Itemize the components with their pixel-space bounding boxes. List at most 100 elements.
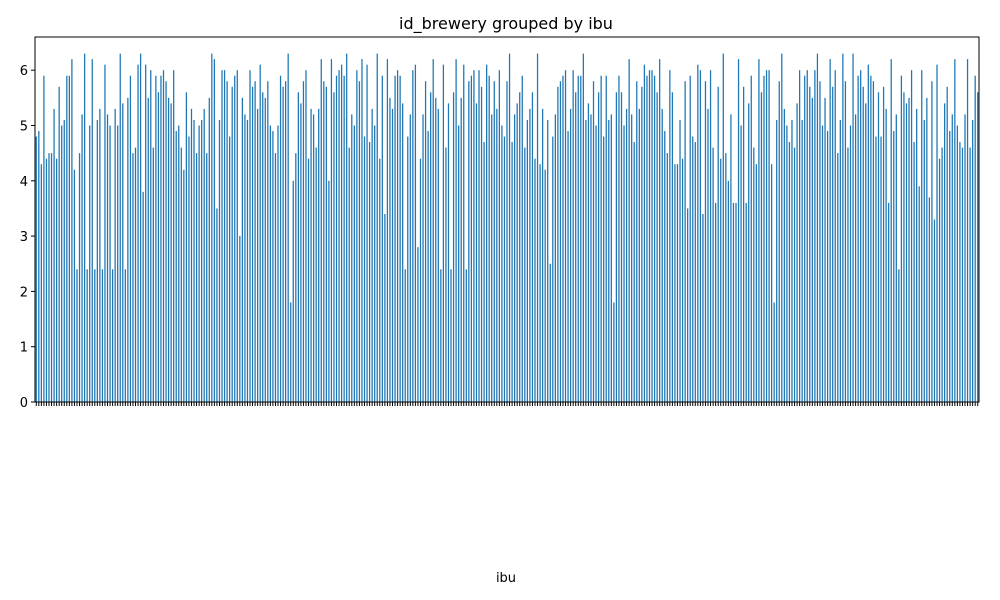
bar	[801, 119, 803, 403]
bar	[399, 75, 401, 402]
bar	[872, 81, 875, 402]
bar	[712, 147, 714, 402]
bar	[809, 86, 811, 402]
bar	[559, 81, 562, 402]
bar	[89, 125, 91, 402]
bar	[938, 158, 941, 402]
bar	[216, 208, 218, 402]
bar	[905, 103, 908, 402]
bar	[969, 147, 971, 402]
bar	[564, 70, 567, 402]
bar	[55, 158, 58, 402]
bar	[478, 70, 480, 402]
bar	[926, 97, 928, 402]
bar	[936, 64, 938, 402]
bar	[427, 131, 429, 403]
bar	[610, 114, 612, 402]
plot-frame	[34, 36, 980, 403]
bar	[455, 59, 457, 402]
bar	[328, 180, 330, 402]
bar	[463, 64, 465, 402]
bar	[669, 70, 671, 402]
bar	[340, 64, 343, 402]
bar	[798, 70, 801, 402]
bar	[91, 59, 93, 402]
bar	[641, 86, 643, 402]
bar	[717, 86, 719, 402]
bar	[526, 119, 528, 403]
bar	[132, 153, 134, 402]
bar	[715, 202, 717, 402]
bar	[221, 70, 223, 402]
bar	[134, 147, 137, 402]
bar	[908, 97, 910, 402]
bar	[424, 81, 427, 402]
bar	[806, 70, 808, 402]
bar	[193, 119, 195, 403]
bar	[318, 108, 320, 403]
bar	[338, 70, 340, 402]
bar	[450, 269, 452, 402]
bar	[656, 92, 658, 402]
bar	[949, 131, 951, 403]
bar	[954, 59, 956, 402]
bar	[430, 92, 432, 402]
bar	[139, 53, 142, 402]
bar	[659, 59, 661, 402]
bar	[704, 81, 707, 402]
bar	[893, 131, 895, 403]
bar	[111, 269, 114, 402]
bar	[895, 114, 897, 402]
bar	[361, 59, 363, 402]
bar	[491, 114, 493, 402]
bar	[625, 108, 628, 403]
bar	[68, 75, 70, 402]
bar	[335, 75, 338, 402]
bar	[142, 191, 144, 402]
bar	[923, 119, 925, 403]
bar	[541, 108, 544, 403]
bar	[178, 125, 180, 402]
bar	[249, 70, 251, 402]
bar	[183, 169, 185, 402]
bar	[391, 108, 394, 403]
bar	[346, 53, 348, 402]
bar	[297, 92, 299, 402]
bar	[259, 64, 261, 402]
bar	[697, 64, 699, 402]
bar	[888, 202, 890, 402]
bar	[778, 81, 780, 402]
bar	[679, 119, 681, 403]
bar	[770, 164, 773, 402]
bar	[776, 119, 778, 403]
bar	[269, 125, 271, 402]
bar	[223, 70, 226, 402]
bar	[608, 119, 610, 403]
bar	[671, 92, 674, 402]
bar	[236, 70, 238, 402]
bar	[956, 125, 959, 402]
bar	[623, 125, 625, 402]
bar	[480, 86, 483, 402]
bar	[58, 86, 60, 402]
bar	[282, 86, 284, 402]
bar	[106, 114, 109, 402]
bar	[910, 70, 913, 402]
bar	[666, 153, 668, 402]
bar	[412, 70, 414, 402]
bar	[549, 263, 551, 402]
bar	[470, 75, 473, 402]
bar	[585, 119, 587, 403]
bar	[600, 75, 602, 402]
bar	[681, 158, 684, 402]
bar	[239, 236, 241, 402]
bar	[496, 108, 498, 403]
bar	[229, 136, 231, 402]
bar	[852, 53, 854, 402]
y-axis: 0 1 2 3 4 5 6	[20, 64, 35, 411]
bar	[389, 97, 391, 402]
bar	[295, 153, 297, 402]
bar	[150, 70, 152, 402]
bar	[946, 86, 948, 402]
bar	[251, 86, 254, 402]
